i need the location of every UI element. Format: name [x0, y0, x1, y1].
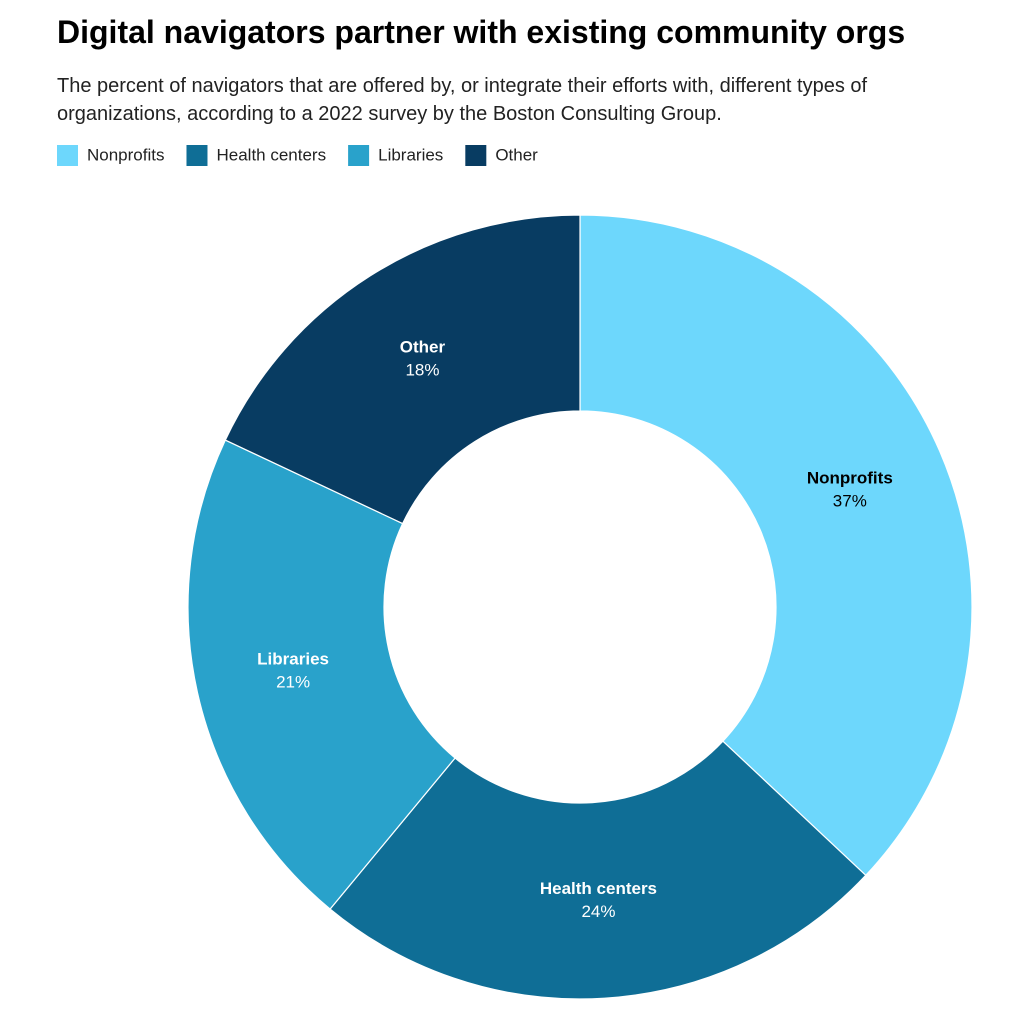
donut-slice — [224, 214, 581, 525]
slice-value-label: 24% — [581, 902, 615, 921]
slice-label: Other — [400, 337, 446, 356]
legend-label: Libraries — [378, 145, 443, 164]
slice-label: Nonprofits — [807, 469, 893, 488]
slice-value-label: 21% — [276, 673, 310, 692]
legend-label: Health centers — [216, 145, 326, 164]
legend-swatch — [186, 145, 208, 166]
donut-slice — [579, 214, 973, 877]
slice-label: Libraries — [257, 650, 329, 669]
legend-label: Nonprofits — [87, 145, 164, 164]
chart-title: Digital navigators partner with existing… — [57, 14, 906, 50]
chart-subtitle: The percent of navigators that are offer… — [57, 75, 868, 125]
legend-swatch — [348, 145, 370, 166]
legend-swatch — [465, 145, 487, 166]
slice-label: Health centers — [540, 879, 657, 898]
legend-label: Other — [495, 145, 538, 164]
donut-slice — [187, 439, 456, 910]
donut-slice — [329, 740, 867, 1000]
legend-swatch — [57, 145, 78, 166]
slice-value-label: 18% — [405, 360, 439, 379]
slice-value-label: 37% — [833, 492, 867, 511]
